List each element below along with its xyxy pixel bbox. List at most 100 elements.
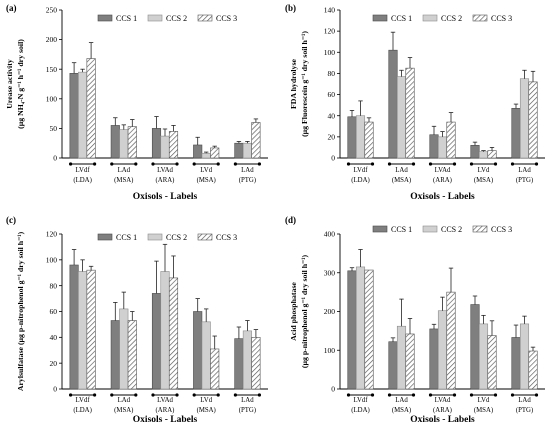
category-label: (ARA) [156, 407, 175, 414]
category-bracket-dot [493, 162, 498, 166]
bar-ccs-1 [110, 125, 120, 159]
category-bracket-dot [428, 393, 433, 397]
category-bracket-dot [370, 393, 375, 397]
bar-ccs-2 [519, 78, 530, 159]
category-bracket-dot [534, 393, 539, 397]
bar-ccs-1 [110, 320, 120, 390]
bar-ccs-3 [446, 121, 456, 159]
y-axis-label: (µg Fluorescein g⁻¹ dry soil h⁻¹) [300, 31, 309, 137]
bar-ccs-2 [160, 135, 170, 159]
bar-ccs-2 [355, 266, 366, 390]
bar-ccs-1 [193, 311, 203, 390]
bar-ccs-3 [210, 147, 220, 159]
category-bracket-dot [387, 393, 392, 397]
legend-label: CCS 2 [441, 225, 462, 234]
bar-ccs-3 [251, 122, 261, 159]
y-tick-label: 100 [324, 346, 336, 355]
category-bracket-dot [216, 393, 220, 397]
category-label: (MSA) [474, 407, 493, 414]
bar-ccs-3 [487, 150, 497, 159]
category-label: (MSA) [392, 177, 411, 184]
category-label: (MSA) [474, 177, 493, 184]
bar-ccs-3 [86, 58, 96, 159]
category-label: (LDA) [73, 177, 92, 184]
legend-swatch [372, 225, 388, 233]
legend-label: CCS 3 [491, 225, 512, 234]
category-label: LAd [395, 397, 408, 404]
bar-ccs-1 [69, 264, 79, 390]
y-tick-label: 40 [328, 111, 336, 120]
category-label: LVdf [353, 167, 368, 174]
category-label: LVAd [435, 397, 451, 404]
y-axis-label: (µg p-nitrophenol g⁻¹ dry soil h⁻¹) [300, 254, 309, 368]
category-bracket-dot [134, 162, 138, 166]
category-label: LVd [478, 167, 490, 174]
category-label: LVdf [76, 397, 91, 404]
category-label: LVAd [157, 397, 173, 404]
category-label: (MSA) [114, 407, 133, 414]
category-label: (MSA) [114, 177, 133, 184]
bar-ccs-3 [86, 269, 96, 390]
category-label: LVAd [435, 167, 451, 174]
category-bracket-dot [233, 162, 237, 166]
category-bracket-dot [69, 393, 73, 397]
category-bracket-dot [346, 393, 351, 397]
category-label: LVAd [157, 167, 173, 174]
bar-ccs-2 [78, 271, 88, 390]
bar-ccs-1 [388, 49, 398, 159]
bar-ccs-3 [405, 67, 415, 159]
category-label: LAd [518, 397, 531, 404]
y-tick-label: 100 [46, 94, 58, 103]
bar-ccs-3 [127, 126, 137, 159]
category-bracket-dot [469, 393, 474, 397]
bar-ccs-2 [78, 71, 88, 159]
category-bracket-dot [428, 162, 433, 166]
bar-ccs-3 [251, 337, 261, 390]
x-axis-title: Oxisols - Labels [133, 415, 198, 425]
bar-ccs-1 [69, 73, 79, 159]
bar-ccs-3 [210, 348, 220, 390]
y-tick-label: 400 [324, 230, 336, 239]
y-tick-label: 150 [46, 65, 58, 74]
bar-ccs-1 [511, 108, 521, 159]
y-tick-label: 60 [328, 90, 336, 99]
bar-ccs-1 [388, 341, 398, 390]
category-bracket-dot [534, 162, 539, 166]
y-tick-label: 120 [324, 27, 336, 36]
category-bracket-dot [257, 393, 261, 397]
category-label: (PTG) [516, 177, 533, 184]
legend-swatch [422, 225, 438, 233]
category-bracket-dot [134, 393, 138, 397]
y-tick-label: 250 [46, 6, 58, 15]
category-bracket-dot [452, 393, 457, 397]
legend-swatch [422, 14, 438, 22]
category-bracket-dot [387, 162, 392, 166]
category-label: (PTG) [239, 177, 256, 184]
category-label: (LDA) [351, 177, 370, 184]
category-label: LAd [241, 167, 254, 174]
bar-ccs-2 [519, 323, 530, 390]
bar-ccs-2 [396, 325, 407, 390]
category-bracket-dot [151, 162, 155, 166]
x-axis-title: Oxisols - Labels [133, 192, 198, 202]
bar-ccs-1 [470, 145, 480, 159]
y-tick-label: 60 [50, 307, 58, 316]
bar-ccs-2 [396, 76, 407, 159]
legend-label: CCS 1 [116, 14, 137, 23]
legend-swatch [147, 14, 163, 22]
y-axis-label: FDA hydrolyse [289, 59, 298, 109]
category-bracket-dot [175, 393, 179, 397]
category-bracket-dot [216, 162, 220, 166]
category-label: LAd [518, 167, 531, 174]
bar-ccs-3 [528, 350, 538, 390]
category-label: (LDA) [73, 407, 92, 414]
chart-panel-3: (c) 0 20 40 60 80 100 120 Arylsulfatase (µg p-ni… [6, 215, 268, 425]
bar-ccs-2 [437, 136, 448, 159]
bar-ccs-1 [347, 270, 357, 390]
legend-swatch [472, 14, 488, 22]
y-tick-label: 20 [328, 132, 336, 141]
y-axis-label: Acid phosphatase [289, 282, 298, 341]
bar-ccs-1 [151, 128, 162, 159]
category-label: (ARA) [433, 407, 452, 414]
